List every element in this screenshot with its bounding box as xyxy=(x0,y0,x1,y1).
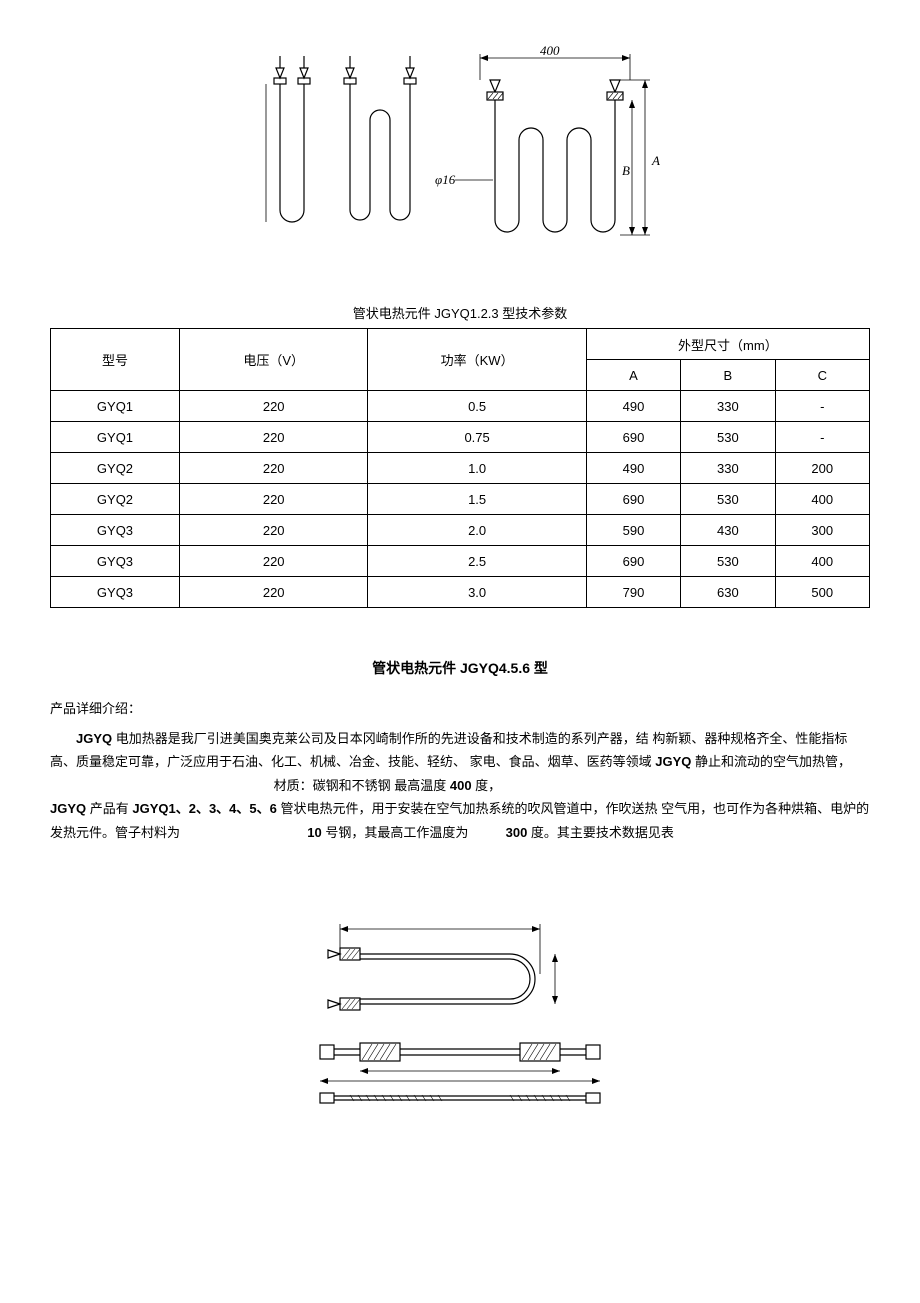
table-cell: - xyxy=(775,391,869,422)
p-t13: 号钢，其最高工作温度为 xyxy=(322,825,469,840)
table-row: GYQ12200.75690530- xyxy=(51,422,870,453)
table-cell: 1.5 xyxy=(368,484,586,515)
table-cell: GYQ1 xyxy=(51,422,180,453)
table-cell: 690 xyxy=(586,422,680,453)
section2-title-pre: 管状电热元件 xyxy=(372,660,460,676)
table1-caption: 管状电热元件 JGYQ1.2.3 型技术参数 xyxy=(50,303,870,322)
p-t10: JGYQ1、2、3、4、5、6 xyxy=(132,801,277,816)
table-row: GYQ22201.5690530400 xyxy=(51,484,870,515)
table-cell: 220 xyxy=(179,515,368,546)
bottom-diagram xyxy=(310,914,610,1107)
table-cell: 220 xyxy=(179,546,368,577)
table-cell: 400 xyxy=(775,546,869,577)
table-cell: GYQ3 xyxy=(51,577,180,608)
table-cell: GYQ2 xyxy=(51,453,180,484)
intro-label: 产品详细介绍： xyxy=(50,698,870,717)
table-cell: 630 xyxy=(681,577,775,608)
table-cell: 500 xyxy=(775,577,869,608)
table-cell: 1.0 xyxy=(368,453,586,484)
product-description: JGYQ 电加热器是我厂引进美国奥克莱公司及日本冈崎制作所的先进设备和技术制造的… xyxy=(50,727,870,797)
table-cell: 0.5 xyxy=(368,391,586,422)
top-diagram-area: 400 xyxy=(50,40,870,273)
table-row: GYQ32202.5690530400 xyxy=(51,546,870,577)
table-cell: 220 xyxy=(179,577,368,608)
table-cell: 2.5 xyxy=(368,546,586,577)
spec-table-1: 型号 电压（V） 功率（KW） 外型尺寸（mm） A B C GYQ12200.… xyxy=(50,328,870,608)
table-cell: 0.75 xyxy=(368,422,586,453)
p-t5: 材质：碳钢和不锈钢 最高温度 xyxy=(274,778,450,793)
product-description-2: JGYQ 产品有 JGYQ1、2、3、4、5、6 管状电热元件，用于安装在空气加… xyxy=(50,797,870,844)
dim-phi16-label: φ16 xyxy=(435,172,456,187)
section2-title: 管状电热元件 JGYQ4.5.6 型 xyxy=(50,658,870,678)
table-cell: 530 xyxy=(681,546,775,577)
bottom-diagram-area xyxy=(50,914,870,1107)
th-model: 型号 xyxy=(51,329,180,391)
section2-title-post: 型 xyxy=(530,660,548,676)
table-cell: GYQ1 xyxy=(51,391,180,422)
p-t4: 静止和流动的空气加热管， xyxy=(691,754,851,769)
table-cell: 330 xyxy=(681,391,775,422)
table-cell: 530 xyxy=(681,484,775,515)
p-t8: JGYQ xyxy=(50,801,86,816)
table-cell: 490 xyxy=(586,391,680,422)
th-dims: 外型尺寸（mm） xyxy=(586,329,869,360)
table-cell: 400 xyxy=(775,484,869,515)
table-cell: 790 xyxy=(586,577,680,608)
table-cell: GYQ2 xyxy=(51,484,180,515)
table-cell: 3.0 xyxy=(368,577,586,608)
p-t1: JGYQ xyxy=(76,731,112,746)
table-cell: 220 xyxy=(179,484,368,515)
dim-a-label: A xyxy=(651,153,660,168)
p-t3: JGYQ xyxy=(655,754,691,769)
p-t12: 10 xyxy=(307,825,321,840)
th-a: A xyxy=(586,360,680,391)
table-cell: 430 xyxy=(681,515,775,546)
top-diagram: 400 xyxy=(250,40,670,273)
dim-b-label: B xyxy=(622,163,630,178)
table-cell: 490 xyxy=(586,453,680,484)
th-power: 功率（KW） xyxy=(368,329,586,391)
table-row: GYQ32202.0590430300 xyxy=(51,515,870,546)
table-cell: 2.0 xyxy=(368,515,586,546)
table-row: GYQ22201.0490330200 xyxy=(51,453,870,484)
th-voltage: 电压（V） xyxy=(179,329,368,391)
p-t9: 产品有 xyxy=(86,801,132,816)
table-cell: 220 xyxy=(179,391,368,422)
p-t7: 度， xyxy=(472,778,502,793)
p-t14: 300 xyxy=(506,825,528,840)
p-t15: 度。其主要技术数据见表 xyxy=(527,825,674,840)
table-cell: 300 xyxy=(775,515,869,546)
th-c: C xyxy=(775,360,869,391)
table-cell: GYQ3 xyxy=(51,546,180,577)
table-cell: - xyxy=(775,422,869,453)
table-cell: 530 xyxy=(681,422,775,453)
table-cell: GYQ3 xyxy=(51,515,180,546)
table-cell: 220 xyxy=(179,422,368,453)
table-cell: 220 xyxy=(179,453,368,484)
section2-title-bold: JGYQ4.5.6 xyxy=(460,660,530,676)
dim-400-label: 400 xyxy=(540,43,560,58)
th-b: B xyxy=(681,360,775,391)
table-header-row-1: 型号 电压（V） 功率（KW） 外型尺寸（mm） xyxy=(51,329,870,360)
table-row: GYQ12200.5490330- xyxy=(51,391,870,422)
table-cell: 330 xyxy=(681,453,775,484)
table-cell: 200 xyxy=(775,453,869,484)
table-cell: 690 xyxy=(586,484,680,515)
table-cell: 690 xyxy=(586,546,680,577)
p-t6: 400 xyxy=(450,778,472,793)
table-cell: 590 xyxy=(586,515,680,546)
table-row: GYQ32203.0790630500 xyxy=(51,577,870,608)
